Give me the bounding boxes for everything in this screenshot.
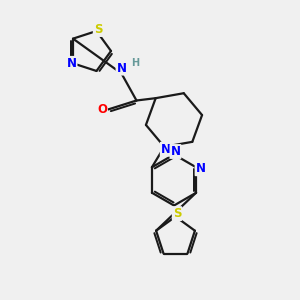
Text: N: N	[170, 145, 181, 158]
Text: S: S	[173, 207, 181, 220]
Text: N: N	[116, 61, 127, 75]
Text: O: O	[97, 103, 107, 116]
Text: H: H	[131, 58, 139, 68]
Text: N: N	[196, 162, 206, 175]
Text: N: N	[161, 143, 171, 156]
Text: S: S	[94, 23, 102, 36]
Text: N: N	[67, 57, 76, 70]
